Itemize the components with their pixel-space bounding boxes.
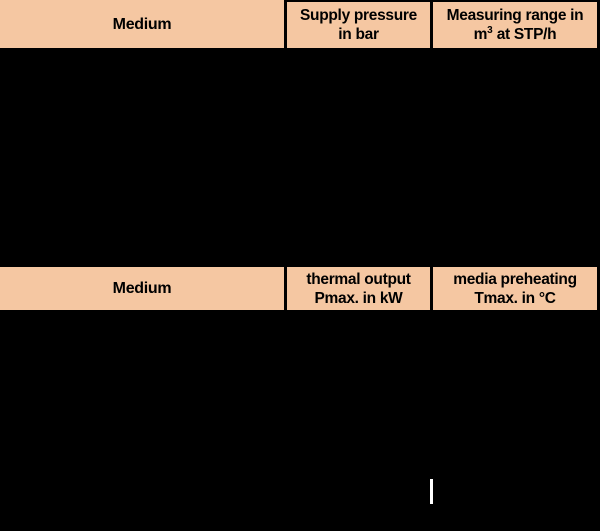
supply-pressure-label-line2: in bar <box>338 26 379 43</box>
flow-header-cell-supply-pressure[interactable]: Supply pressure in bar <box>287 0 430 48</box>
thermal-header-cell-thermal-output[interactable]: thermal output Pmax. in kW <box>287 267 430 310</box>
media-preheating-label-line1: media preheating <box>453 270 577 288</box>
flow-header-medium-label: Medium <box>112 15 172 33</box>
measuring-range-unit-base: m <box>473 26 488 43</box>
flow-table-header-row: Medium Supply pressure in bar Measuring … <box>0 0 600 48</box>
measuring-range-unit-rest: at STP/h <box>492 26 557 43</box>
thermal-header-medium-label: Medium <box>112 280 172 297</box>
flow-header-cell-measuring-range[interactable]: Measuring range in m3 at STP/h <box>433 0 597 48</box>
measuring-range-unit-superscript: 3 <box>487 24 493 36</box>
supply-pressure-label-line1: Supply pressure <box>300 7 417 24</box>
measuring-range-unit-line: m3 at STP/h <box>474 25 557 44</box>
measuring-range-label-line1: Measuring range in <box>446 7 584 24</box>
thermal-table-header-row: Medium thermal output Pmax. in kW media … <box>0 267 600 310</box>
thermal-output-label-line1: thermal output <box>306 270 411 288</box>
text-caret <box>430 479 433 504</box>
thermal-output-label-line2: Pmax. in kW <box>314 289 403 307</box>
media-preheating-label-line2: Tmax. in °C <box>474 289 556 307</box>
thermal-header-cell-media-preheating[interactable]: media preheating Tmax. in °C <box>433 267 597 310</box>
thermal-header-cell-medium[interactable]: Medium <box>0 267 284 310</box>
flow-header-cell-medium[interactable]: Medium <box>0 0 284 48</box>
